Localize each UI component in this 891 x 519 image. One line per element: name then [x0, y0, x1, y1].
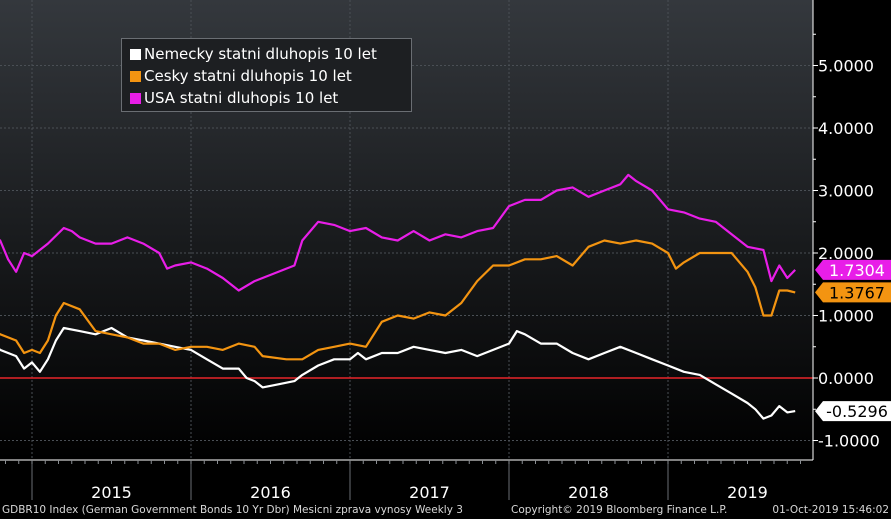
x-tick-label: 2016 [250, 483, 291, 502]
y-tick-label: 2.0000 [818, 244, 874, 263]
y-tick-label: 4.0000 [818, 119, 874, 138]
series-lines [0, 173, 796, 420]
footer-source: GDBR10 Index (German Government Bonds 10… [2, 504, 463, 516]
x-tick-label: 2015 [91, 483, 132, 502]
y-tick-label: 3.0000 [818, 182, 874, 201]
x-axis: 2015 2016 2017 2018 2019 [0, 459, 813, 502]
y-tick-label: 5.0000 [818, 57, 874, 76]
last-value-label-germany: -0.5296 [815, 401, 891, 422]
last-value-tag [815, 401, 891, 422]
series-line-czech [0, 239, 796, 361]
last-value-labels: -0.5296 1.3767 1.7304 [815, 259, 891, 422]
last-value-text: -0.5296 [826, 402, 888, 421]
footer-timestamp: 01-Oct-2019 15:46:02 [772, 504, 889, 516]
legend-label-germany: Nemecky statni dluhopis 10 let [144, 45, 377, 63]
legend: Nemecky statni dluhopis 10 let Cesky sta… [121, 38, 412, 112]
y-axis: 5.0000 4.0000 3.0000 2.0000 1.0000 0.0000 -1.0… [812, 0, 880, 460]
legend-label-czech: Cesky statni dluhopis 10 let [144, 67, 352, 85]
series-line-germany [0, 326, 796, 420]
last-value-label-czech: 1.3767 [815, 282, 891, 303]
y-tick-label: 0.0000 [818, 369, 874, 388]
legend-item-germany: Nemecky statni dluhopis 10 let [130, 43, 403, 65]
y-tick-label: -1.0000 [818, 432, 880, 451]
legend-item-usa: USA statni dluhopis 10 let [130, 87, 403, 109]
legend-swatch-czech [130, 70, 141, 82]
legend-swatch-usa [130, 92, 141, 104]
last-value-text: 1.7304 [829, 261, 885, 280]
footer: GDBR10 Index (German Government Bonds 10… [0, 504, 891, 519]
last-value-text: 1.3767 [829, 283, 885, 302]
last-value-tag [815, 259, 891, 280]
legend-swatch-germany [130, 48, 141, 60]
x-tick-label: 2017 [409, 483, 450, 502]
x-tick-label: 2018 [568, 483, 609, 502]
last-value-label-usa: 1.7304 [815, 259, 891, 280]
last-value-tag [815, 282, 891, 303]
legend-item-czech: Cesky statni dluhopis 10 let [130, 65, 403, 87]
legend-label-usa: USA statni dluhopis 10 let [144, 89, 339, 107]
series-line-usa [0, 173, 796, 292]
x-tick-label: 2019 [727, 483, 768, 502]
y-tick-label: 1.0000 [818, 307, 874, 326]
footer-copyright: Copyright© 2019 Bloomberg Finance L.P. [511, 504, 728, 516]
